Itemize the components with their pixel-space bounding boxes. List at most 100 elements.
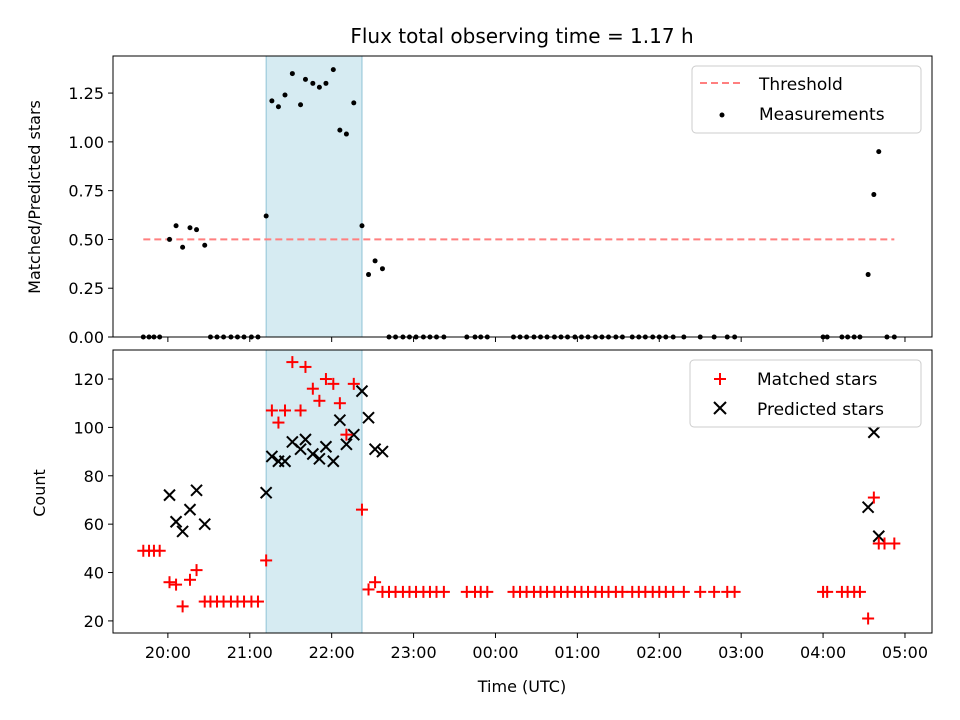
x-tick-label: 21:00 bbox=[227, 643, 273, 662]
measurement-point bbox=[323, 80, 329, 86]
predicted-star-point bbox=[362, 411, 375, 424]
predicted-star-point bbox=[169, 515, 183, 528]
predicted-star-point bbox=[376, 445, 389, 458]
matched-star-point bbox=[183, 573, 196, 586]
bottom-highlight-span bbox=[265, 349, 363, 634]
x-tick-label: 20:00 bbox=[145, 643, 191, 662]
matched-star-point bbox=[190, 564, 203, 577]
predicted-star-point bbox=[861, 501, 875, 514]
predicted-star-point bbox=[368, 442, 382, 456]
matched-star-point bbox=[728, 585, 741, 598]
measurement-point bbox=[366, 272, 372, 278]
measurement-point bbox=[316, 84, 322, 90]
matched-star-point bbox=[333, 397, 346, 410]
predicted-star-point bbox=[313, 452, 326, 466]
top-panel: Flux total observing time = 1.17 h 0.00 0… bbox=[25, 24, 933, 347]
matched-star-point bbox=[286, 356, 299, 369]
matched-star-point bbox=[862, 612, 875, 625]
measurement-point bbox=[337, 127, 343, 133]
x-tick-label: 23:00 bbox=[391, 643, 437, 662]
measurement-point bbox=[302, 76, 308, 82]
matched-star-point bbox=[369, 576, 382, 589]
measurement-point bbox=[298, 102, 304, 108]
bottom-legend: Matched stars Predicted stars bbox=[689, 359, 922, 428]
matched-star-point bbox=[176, 600, 189, 613]
matched-star-point bbox=[888, 537, 901, 550]
matched-star-point bbox=[821, 585, 834, 598]
matched-star-point bbox=[306, 382, 319, 395]
matched-star-point bbox=[299, 360, 312, 373]
measurement-point bbox=[876, 149, 882, 155]
predicted-star-point bbox=[319, 440, 333, 453]
measurement-point bbox=[871, 192, 877, 198]
measurement-point bbox=[865, 272, 871, 278]
matched-star-point bbox=[278, 404, 291, 417]
matched-star-point bbox=[347, 377, 360, 390]
measurement-point bbox=[330, 67, 336, 73]
predicted-star-point bbox=[190, 484, 203, 497]
measurement-point bbox=[372, 258, 378, 264]
matched-star-point bbox=[163, 576, 176, 589]
predicted-star-point bbox=[259, 486, 273, 499]
legend-predicted-label: Predicted stars bbox=[757, 400, 884, 420]
x-tick-label: 00:00 bbox=[472, 643, 518, 662]
chart-title: Flux total observing time = 1.17 h bbox=[350, 24, 693, 48]
measurement-point bbox=[269, 98, 275, 104]
y-tick-label: 0.75 bbox=[68, 182, 104, 201]
matched-star-point bbox=[694, 585, 707, 598]
predicted-star-point bbox=[299, 433, 312, 446]
legend-measurements-label: Measurements bbox=[759, 105, 885, 125]
predicted-star-point bbox=[294, 442, 307, 456]
predicted-star-point bbox=[306, 447, 320, 461]
matched-stars-points bbox=[137, 356, 901, 625]
bottom-panel: 20 40 60 80 100 120 20:00 21:00 22:00 23:00 00:00 0… bbox=[30, 349, 933, 696]
predicted-star-point bbox=[278, 455, 292, 468]
matched-star-point bbox=[481, 585, 494, 598]
x-tick-label: 01:00 bbox=[554, 643, 600, 662]
bottom-axes-frame bbox=[112, 349, 933, 634]
measurement-point bbox=[263, 213, 269, 219]
predicted-star-point bbox=[327, 455, 340, 468]
top-ylabel: Matched/Predicted stars bbox=[25, 100, 44, 294]
measurement-point bbox=[351, 100, 357, 106]
y-tick-label: 1.25 bbox=[68, 84, 104, 103]
matched-star-point bbox=[327, 377, 340, 390]
matched-star-point bbox=[260, 554, 273, 567]
matched-star-point bbox=[153, 544, 166, 557]
predicted-star-point bbox=[176, 525, 189, 538]
matched-star-point bbox=[667, 585, 680, 598]
matched-star-point bbox=[294, 404, 307, 417]
bottom-xlabel: Time (UTC) bbox=[477, 677, 566, 696]
measurement-point bbox=[282, 92, 288, 98]
x-tick-label: 22:00 bbox=[309, 643, 355, 662]
y-tick-label: 20 bbox=[84, 612, 104, 631]
x-tick-label: 02:00 bbox=[636, 643, 682, 662]
measurement-point bbox=[343, 131, 349, 137]
y-tick-label: 0.00 bbox=[68, 328, 104, 347]
y-tick-label: 1.00 bbox=[68, 133, 104, 152]
matched-star-point bbox=[677, 585, 690, 598]
measurement-point bbox=[379, 266, 385, 272]
y-tick-label: 40 bbox=[84, 564, 104, 583]
measurement-point bbox=[173, 223, 179, 229]
matched-star-point bbox=[853, 585, 866, 598]
matched-star-point bbox=[170, 578, 183, 591]
bottom-axis-ticks: 20 40 60 80 100 120 20:00 21:00 22:00 23:00 00:00 0… bbox=[73, 370, 928, 662]
y-tick-label: 100 bbox=[73, 418, 104, 437]
x-tick-label: 05:00 bbox=[882, 643, 928, 662]
matched-star-point bbox=[272, 416, 285, 429]
predicted-star-point bbox=[163, 488, 176, 502]
top-highlight-span bbox=[265, 55, 363, 338]
predicted-star-point bbox=[265, 450, 279, 463]
measurement-point bbox=[275, 104, 281, 110]
predicted-star-point bbox=[333, 413, 347, 427]
predicted-star-point bbox=[872, 530, 885, 543]
bottom-ylabel: Count bbox=[30, 469, 49, 517]
matched-star-point bbox=[708, 585, 721, 598]
x-tick-label: 04:00 bbox=[800, 643, 846, 662]
matched-star-point bbox=[355, 503, 368, 516]
matched-star-point bbox=[362, 583, 375, 596]
x-tick-label: 03:00 bbox=[718, 643, 764, 662]
matched-star-point bbox=[319, 373, 332, 386]
